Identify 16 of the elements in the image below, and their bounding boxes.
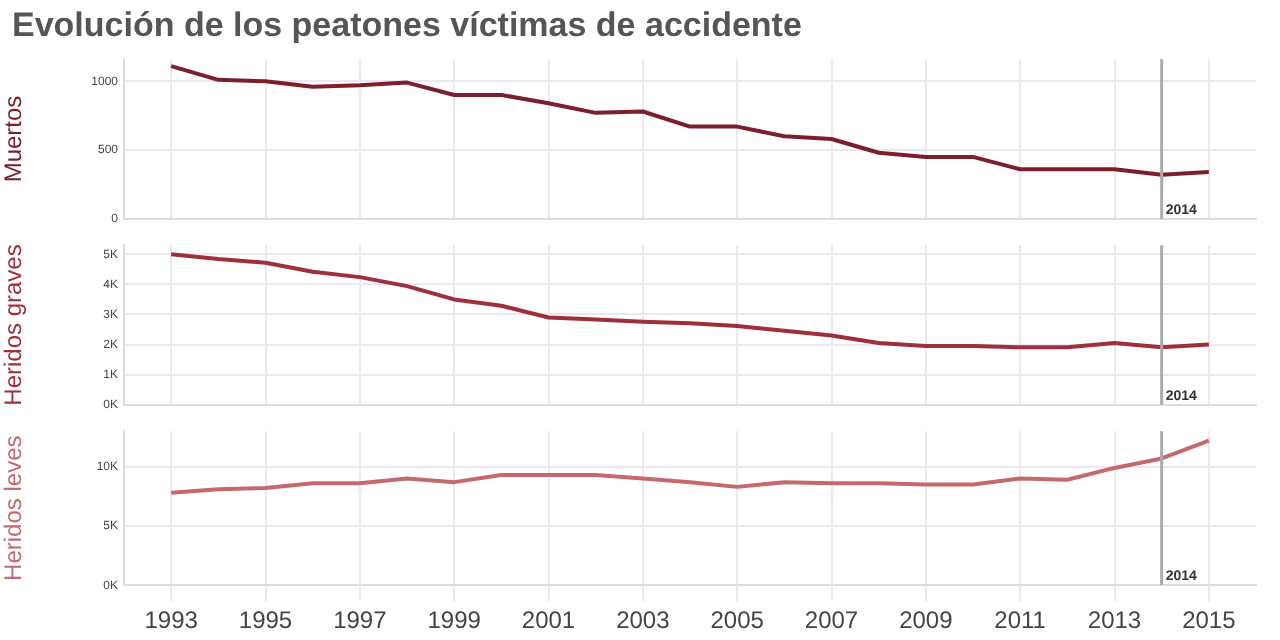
x-tick-label: 2003 [616, 606, 671, 635]
chart-title: Evolución de los peatones víctimas de accidente [10, 4, 804, 46]
x-tick-label: 2011 [994, 606, 1047, 635]
x-tick-label: 1997 [333, 606, 388, 635]
x-tick-label: 1995 [238, 606, 293, 635]
x-tick-label: 1993 [144, 606, 199, 635]
x-tick-label: 2007 [804, 606, 859, 635]
x-tick-label: 2005 [710, 606, 765, 635]
y-axis-title: Heridos leves [0, 435, 28, 581]
x-tick-label: 2001 [521, 606, 576, 635]
x-tick-label: 2009 [899, 606, 954, 635]
y-axis-title: Muertos [0, 95, 28, 183]
x-tick-label: 1999 [427, 606, 482, 635]
y-axis-title: Heridos graves [0, 244, 28, 406]
x-tick-label: 2015 [1182, 606, 1237, 635]
x-tick-label: 2013 [1087, 606, 1142, 635]
